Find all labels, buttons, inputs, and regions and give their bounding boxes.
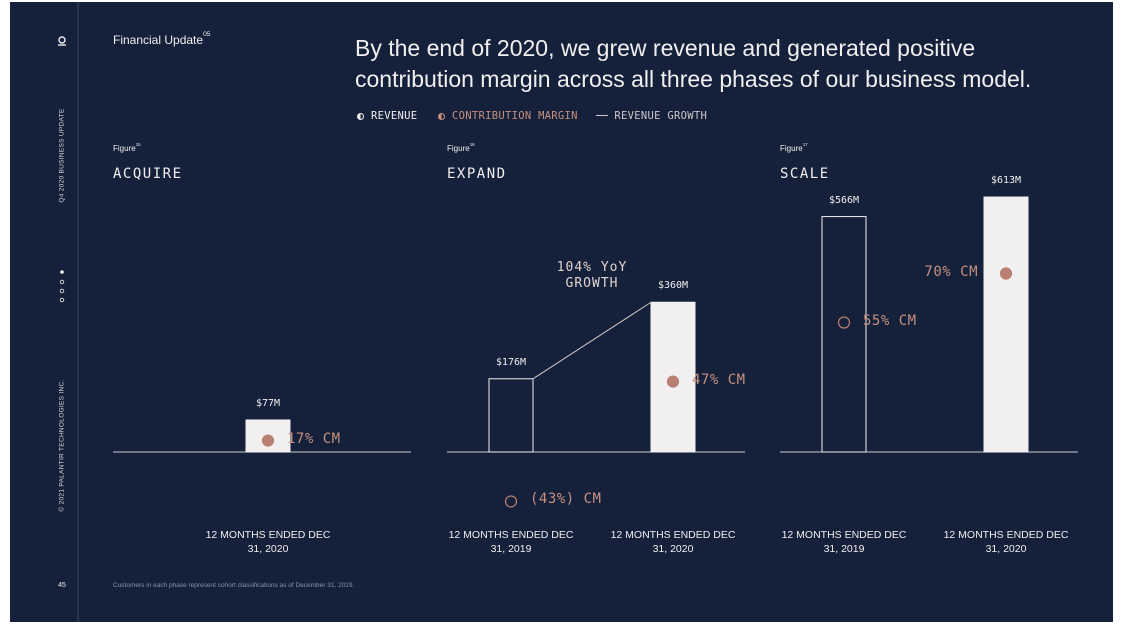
figure-label: Figure17 bbox=[780, 142, 808, 153]
cm-dot bbox=[837, 316, 851, 329]
legend-label: CONTRIBUTION MARGIN bbox=[451, 110, 578, 122]
cm-dot bbox=[261, 434, 275, 447]
value-label: $613M bbox=[990, 175, 1022, 186]
category-label: 12 MONTHS ENDED DEC 31, 2020 bbox=[205, 529, 331, 555]
growth-annotation: 104% YoY GROWTH bbox=[556, 260, 628, 292]
cm-label: 47% CM bbox=[692, 371, 746, 388]
chart-title: EXPAND bbox=[447, 166, 507, 182]
chart-canvas bbox=[58, 2, 1078, 622]
figure-ref: 16 bbox=[469, 142, 475, 147]
revenue-bar bbox=[821, 216, 867, 453]
figure-ref: 15 bbox=[135, 142, 141, 147]
figure-text: Figure bbox=[113, 144, 136, 153]
legend-icon bbox=[596, 115, 609, 116]
slide-title: By the end of 2020, we grew revenue and … bbox=[355, 35, 1032, 92]
legend-item: REVENUE bbox=[357, 110, 417, 122]
section-header: Financial Update05 bbox=[113, 31, 211, 47]
cm-label: 70% CM bbox=[924, 263, 978, 280]
revenue-bar bbox=[488, 378, 534, 453]
cm-dot bbox=[504, 495, 518, 508]
cm-label: 17% CM bbox=[287, 430, 341, 447]
footnote: Customers in each phase represent cohort… bbox=[113, 582, 355, 589]
section-name: Financial Update bbox=[113, 33, 204, 47]
figure-label: Figure16 bbox=[447, 142, 475, 153]
category-label: 12 MONTHS ENDED DEC 31, 2019 bbox=[781, 529, 907, 555]
nav-dot bbox=[59, 288, 65, 294]
value-label: $77M bbox=[255, 397, 281, 409]
cm-dot bbox=[999, 267, 1013, 280]
nav-dot bbox=[59, 297, 65, 303]
legend-label: REVENUE GROWTH bbox=[614, 110, 708, 122]
section-ref: 05 bbox=[203, 31, 211, 38]
cm-label: (43%) CM bbox=[530, 491, 602, 508]
cm-label: 55% CM bbox=[863, 312, 917, 329]
value-label: $566M bbox=[828, 194, 860, 206]
sidebar-label: Q4 2020 BUSINESS UPDATE bbox=[58, 108, 66, 203]
revenue-bar bbox=[983, 196, 1029, 453]
cm-dot bbox=[666, 375, 680, 388]
logo bbox=[58, 36, 66, 46]
legend-label: REVENUE bbox=[371, 110, 418, 122]
chart-title: SCALE bbox=[780, 166, 830, 182]
value-label: $176M bbox=[495, 356, 527, 368]
figure-label: Figure15 bbox=[113, 142, 141, 153]
legend-icon bbox=[437, 113, 445, 120]
figure-text: Figure bbox=[447, 144, 470, 153]
legend-icon bbox=[357, 113, 364, 120]
chart-title: ACQUIRE bbox=[113, 166, 183, 182]
sidebar-copyright: © 2021 PALANTIR TECHNOLOGIES INC. bbox=[58, 379, 66, 512]
category-label: 12 MONTHS ENDED DEC 31, 2020 bbox=[943, 529, 1069, 555]
legend: REVENUE CONTRIBUTION MARGIN REVENUE GROW… bbox=[357, 110, 707, 122]
value-label: $360M bbox=[657, 280, 689, 292]
nav-dot bbox=[60, 270, 64, 274]
figure-text: Figure bbox=[780, 144, 803, 153]
category-label: 12 MONTHS ENDED DEC 31, 2020 bbox=[610, 529, 736, 555]
category-label: 12 MONTHS ENDED DEC 31, 2019 bbox=[448, 529, 574, 555]
legend-item: REVENUE GROWTH bbox=[596, 110, 707, 122]
slide: Q4 2020 BUSINESS UPDATE © 2021 PALANTIR … bbox=[10, 2, 1113, 622]
nav-dot bbox=[59, 279, 65, 285]
legend-item: CONTRIBUTION MARGIN bbox=[437, 110, 578, 122]
page-number: 45 bbox=[58, 582, 66, 589]
figure-ref: 17 bbox=[802, 142, 808, 147]
growth-line bbox=[532, 301, 652, 380]
